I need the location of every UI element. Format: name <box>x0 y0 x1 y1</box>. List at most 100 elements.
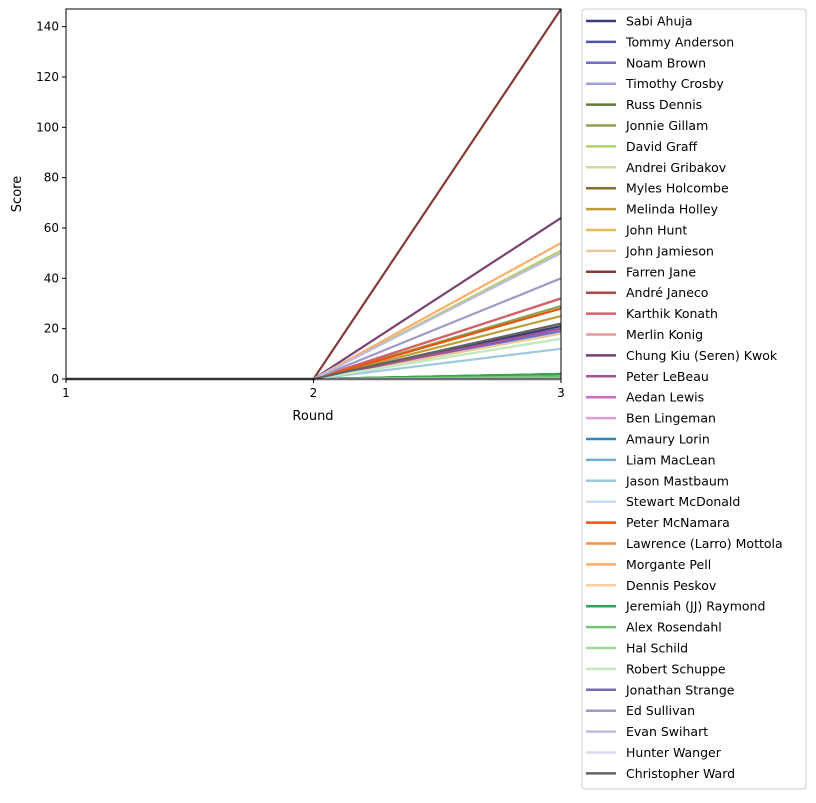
legend-entry: John Jamieson <box>586 243 714 258</box>
legend-label: Hunter Wanger <box>626 745 722 760</box>
legend-label: Noam Brown <box>626 55 706 70</box>
legend-entry: Aedan Lewis <box>586 390 704 405</box>
legend-label: David Graff <box>626 139 698 154</box>
legend-entry: Melinda Holley <box>586 202 719 217</box>
legend-entry: Robert Schuppe <box>586 661 726 676</box>
x-tick-label: 2 <box>310 386 318 400</box>
legend-label: Christopher Ward <box>626 766 735 781</box>
legend-label: Peter LeBeau <box>626 369 709 384</box>
legend-entry: Evan Swihart <box>586 724 708 739</box>
legend-entry: Karthik Konath <box>586 306 718 321</box>
legend-label: Jonathan Strange <box>625 682 735 697</box>
legend-label: Morgante Pell <box>626 557 711 572</box>
series-line <box>66 330 562 381</box>
legend-label: Peter McNamara <box>626 515 730 530</box>
legend-entry: André Janeco <box>586 285 708 300</box>
legend-label: Jonnie Gillam <box>625 118 708 133</box>
legend: Sabi Ahuja Tommy Anderson Noam Brown Timoth… <box>586 14 783 781</box>
legend-entry: Merlin Konig <box>586 327 703 342</box>
legend-label: Evan Swihart <box>626 724 708 739</box>
legend-label: Liam MacLean <box>626 452 716 467</box>
legend-entry: Stewart McDonald <box>586 494 740 509</box>
legend-entry: Alex Rosendahl <box>586 620 722 635</box>
series-line <box>66 327 562 381</box>
y-tick-label: 0 <box>51 372 59 386</box>
y-tick-label: 120 <box>36 70 59 84</box>
x-tick-label: 1 <box>62 386 70 400</box>
series-line <box>66 216 562 381</box>
legend-label: John Jamieson <box>625 243 714 258</box>
legend-label: Russ Dennis <box>626 97 702 112</box>
legend-entry: Ben Lingeman <box>586 411 716 426</box>
series-line <box>66 252 562 381</box>
y-tick-label: 20 <box>44 322 59 336</box>
legend-entry: Peter LeBeau <box>586 369 709 384</box>
legend-entry: Tommy Anderson <box>586 34 734 49</box>
legend-entry: Jonnie Gillam <box>586 118 708 133</box>
legend-entry: Amaury Lorin <box>586 432 710 447</box>
legend-entry: Morgante Pell <box>586 557 711 572</box>
legend-label: Jason Mastbaum <box>625 473 729 488</box>
legend-entry: Noam Brown <box>586 55 706 70</box>
legend-entry: Christopher Ward <box>586 766 735 781</box>
legend-label: Myles Holcombe <box>626 181 729 196</box>
y-tick-label: 60 <box>44 221 59 235</box>
legend-entry: Myles Holcombe <box>586 181 729 196</box>
legend-entry: Lawrence (Larro) Mottola <box>586 536 783 551</box>
legend-label: Dennis Peskov <box>626 578 717 593</box>
legend-entry: Ed Sullivan <box>586 703 695 718</box>
y-axis-label: Score <box>10 176 25 212</box>
legend-entry: Timothy Crosby <box>586 76 724 91</box>
legend-entry: Hal Schild <box>586 641 688 656</box>
x-axis-ticks: 1 2 3 <box>62 379 565 400</box>
series-line <box>66 327 562 381</box>
legend-entry: Andrei Gribakov <box>586 160 727 175</box>
series-lines <box>66 8 562 381</box>
series-line <box>66 249 562 381</box>
series-line <box>66 297 562 381</box>
legend-entry: Russ Dennis <box>586 97 702 112</box>
legend-label: Aedan Lewis <box>626 390 704 405</box>
legend-label: Chung Kiu (Seren) Kwok <box>626 348 778 363</box>
legend-label: Tommy Anderson <box>625 34 734 49</box>
legend-label: André Janeco <box>626 285 708 300</box>
legend-label: Sabi Ahuja <box>626 14 693 29</box>
legend-label: Jeremiah (JJ) Raymond <box>625 599 765 614</box>
legend-label: Melinda Holley <box>626 202 719 217</box>
legend-label: Robert Schuppe <box>626 661 726 676</box>
legend-label: Stewart McDonald <box>626 494 740 509</box>
legend-label: John Hunt <box>625 223 687 238</box>
legend-entry: Jonathan Strange <box>586 682 735 697</box>
y-tick-label: 80 <box>44 171 59 185</box>
legend-label: Andrei Gribakov <box>626 160 727 175</box>
legend-entry: Dennis Peskov <box>586 578 717 593</box>
legend-label: Merlin Konig <box>626 327 703 342</box>
legend-entry: John Hunt <box>586 223 687 238</box>
y-tick-label: 100 <box>36 120 59 134</box>
legend-entry: Peter McNamara <box>586 515 730 530</box>
y-tick-label: 140 <box>36 20 59 34</box>
legend-entry: David Graff <box>586 139 698 154</box>
y-axis-ticks: 0 20 40 60 80 100 120 140 <box>36 20 66 386</box>
x-axis-label: Round <box>292 409 333 424</box>
legend-entry: Sabi Ahuja <box>586 14 693 29</box>
legend-label: Ben Lingeman <box>626 411 716 426</box>
legend-entry: Farren Jane <box>586 264 696 279</box>
legend-label: Lawrence (Larro) Mottola <box>626 536 783 551</box>
legend-label: Farren Jane <box>626 264 696 279</box>
legend-label: Amaury Lorin <box>626 432 710 447</box>
legend-box <box>581 8 807 790</box>
legend-label: Ed Sullivan <box>626 703 695 718</box>
legend-entry: Liam MacLean <box>586 452 716 467</box>
legend-entry: Hunter Wanger <box>586 745 722 760</box>
y-tick-label: 40 <box>44 271 59 285</box>
legend-entry: Chung Kiu (Seren) Kwok <box>586 348 778 363</box>
legend-entry: Jeremiah (JJ) Raymond <box>586 599 765 614</box>
legend-label: Karthik Konath <box>626 306 718 321</box>
legend-label: Hal Schild <box>626 641 688 656</box>
legend-label: Alex Rosendahl <box>626 620 722 635</box>
series-line <box>66 297 562 381</box>
x-tick-label: 3 <box>557 386 565 400</box>
